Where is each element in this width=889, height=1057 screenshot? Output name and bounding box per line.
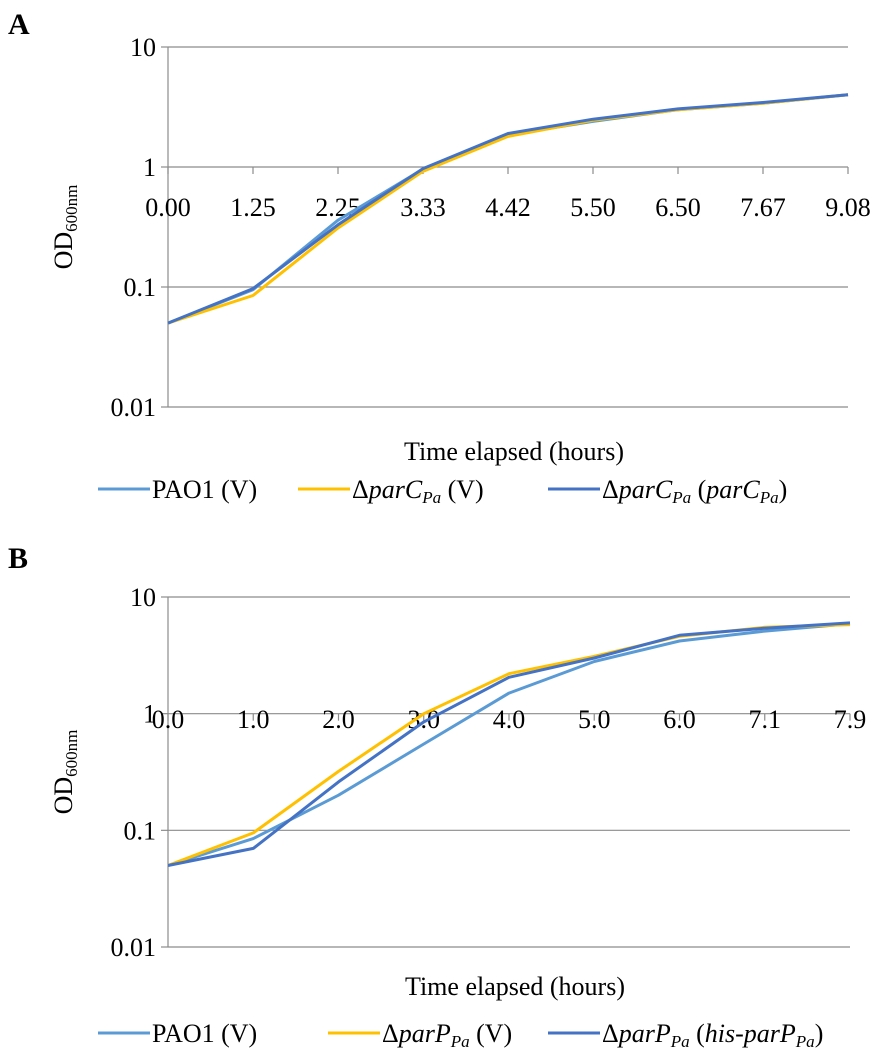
y-tick-label: 0.01 [111,393,157,422]
x-tick-label: 7.1 [749,705,782,734]
x-tick-label: 4.42 [485,193,531,222]
y-axis-title: OD600nm [49,730,81,815]
y-tick-label: 0.1 [124,273,157,302]
legend-entry: PAO1 (V) [152,475,257,504]
legend-entry: ΔparCPa (V) [352,475,484,507]
series-line-3 [167,621,851,867]
y-tick-label: 0.1 [124,816,157,845]
y-tick-label: 1 [143,153,156,182]
panel-letter: A [8,8,30,41]
x-tick-label: 7.67 [740,193,786,222]
x-tick-label: 7.9 [834,705,867,734]
x-tick-label: 1.25 [230,193,276,222]
legend-entry: ΔparCPa (parCPa) [602,475,787,507]
x-tick-label: 5.0 [578,705,611,734]
x-tick-label: 6.50 [655,193,701,222]
legend-entry: ΔparPPa (V) [382,1019,512,1051]
x-tick-label: 1.0 [237,705,270,734]
series-line-3 [167,93,849,325]
y-axis-title: OD600nm [49,185,81,270]
series-line-1 [167,622,851,867]
x-axis-title: Time elapsed (hours) [405,972,625,1001]
legend-entry: PAO1 (V) [152,1019,257,1048]
x-tick-label: 6.0 [663,705,696,734]
x-tick-label: 9.08 [825,193,871,222]
y-tick-label: 10 [130,33,156,62]
x-tick-label: 0.0 [152,705,185,734]
legend: PAO1 (V) ΔparPPa (V) ΔparPPa (his-parPPa) [98,1019,823,1051]
x-axis-title: Time elapsed (hours) [404,437,624,466]
y-tick-label: 0.01 [111,933,157,962]
y-tick-label: 10 [130,583,156,612]
x-tick-label: 4.0 [493,705,526,734]
x-tick-label: 0.00 [145,193,191,222]
x-tick-label: 3.33 [400,193,446,222]
legend-entry: ΔparPPa (his-parPPa) [602,1019,823,1051]
y-tick-label: 1 [143,700,156,729]
x-tick-label: 2.0 [322,705,355,734]
legend: PAO1 (V) ΔparCPa (V) ΔparCPa (parCPa) [98,475,787,507]
panel-letter: B [8,542,28,575]
x-tick-label: 5.50 [570,193,616,222]
